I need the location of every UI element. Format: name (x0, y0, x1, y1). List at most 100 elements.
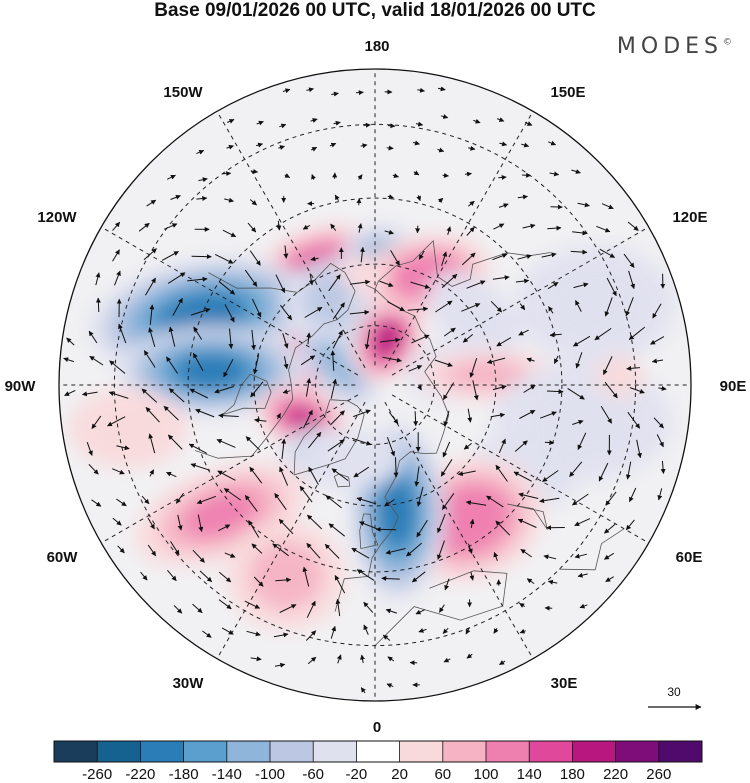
meridian-line (101, 394, 359, 544)
wind-vector (435, 300, 453, 313)
wind-vector (606, 277, 617, 297)
brand-logo: MODES© (617, 34, 732, 59)
wind-vector (246, 630, 261, 637)
meridian-line (216, 111, 366, 369)
wind-vector (462, 334, 474, 343)
wind-vector (384, 499, 395, 507)
wind-vector (603, 356, 613, 375)
colorbar-swatch (486, 741, 530, 762)
wind-vector (221, 627, 234, 635)
wind-vector (575, 352, 583, 369)
wind-vector (437, 147, 445, 153)
wind-vector (251, 298, 262, 318)
wind-vector (310, 146, 318, 152)
wind-vector (598, 462, 609, 482)
wind-vector (144, 277, 156, 296)
colorbar-swatch (54, 741, 98, 762)
wind-vector (517, 518, 537, 528)
wind-vector (302, 224, 311, 230)
wind-vector (411, 571, 426, 583)
anomaly-center (352, 296, 422, 383)
wind-vector (499, 141, 508, 147)
wind-vector (387, 656, 395, 662)
wind-vector (276, 220, 282, 231)
wind-vector (517, 254, 532, 260)
wind-vector (330, 350, 336, 371)
wind-vector (112, 468, 125, 475)
wind-vector (249, 199, 257, 206)
wind-vector (543, 554, 557, 560)
wind-vector (138, 222, 150, 232)
anomaly-center (68, 388, 189, 469)
wind-vector (415, 609, 425, 615)
wind-vector (461, 303, 481, 312)
wind-vector (468, 145, 476, 151)
wind-vector (544, 440, 555, 446)
wind-vector (327, 439, 345, 452)
wind-vector (141, 495, 150, 505)
wind-vector (218, 281, 236, 295)
wind-vector (443, 657, 451, 663)
wind-vector (218, 524, 231, 532)
wind-vector (547, 281, 559, 290)
colorbar-swatch (97, 741, 141, 762)
wind-vector (569, 461, 583, 477)
wind-vector (168, 326, 176, 347)
wind-vector (244, 600, 261, 609)
wind-vector (473, 118, 481, 124)
colorbar-tick-label: 180 (560, 766, 585, 783)
wind-vector (247, 222, 257, 233)
wind-vector (282, 389, 291, 394)
lon-label-60w: 60W (47, 549, 79, 566)
wind-vector (572, 335, 591, 347)
anomaly-center (226, 520, 347, 631)
wind-vector (189, 388, 209, 399)
wind-vector (636, 439, 642, 459)
wind-vector (393, 457, 399, 478)
wind-vector (332, 330, 343, 349)
wind-vector (496, 337, 512, 347)
wind-vector (359, 521, 379, 530)
coastline (194, 291, 356, 459)
coastline (359, 513, 379, 549)
colorbar-tick-label: -180 (169, 766, 199, 783)
anomaly-center (515, 244, 676, 365)
wind-vector (604, 381, 618, 399)
wind-vector (381, 576, 400, 581)
wind-vector (440, 114, 449, 119)
wind-vector (167, 434, 183, 450)
wind-vector (81, 391, 98, 397)
wind-vector (149, 469, 155, 477)
wind-vector (145, 407, 160, 423)
wind-vector (386, 145, 394, 151)
wind-vector (190, 307, 211, 316)
wind-vector (216, 439, 236, 448)
wind-vector (469, 571, 475, 581)
wind-vector (570, 249, 588, 255)
wind-vector (351, 547, 370, 559)
latitude-circle (253, 263, 497, 507)
wind-vector (303, 409, 313, 429)
wind-vector (244, 269, 258, 287)
wind-vector (192, 603, 203, 614)
wind-vector (227, 119, 235, 124)
wind-vector (255, 142, 264, 148)
wind-vector (278, 145, 285, 150)
wind-vector (108, 391, 129, 399)
wind-vector (518, 492, 539, 499)
wind-vector (375, 526, 397, 532)
colorbar-tick-label: -20 (346, 766, 368, 783)
wind-vector (486, 357, 506, 365)
wind-vector (196, 149, 205, 155)
wind-vector (579, 603, 588, 609)
wind-vector (384, 229, 394, 235)
wind-vector (513, 471, 532, 482)
wind-vector (253, 576, 264, 587)
wind-vector (466, 280, 486, 289)
colorbar-tick-label: -220 (125, 766, 155, 783)
wind-vector (417, 384, 422, 391)
colorbar-tick-label: 260 (646, 766, 671, 783)
latitude-circle (315, 325, 435, 445)
wind-vector (279, 604, 297, 613)
wind-vector (116, 498, 127, 507)
